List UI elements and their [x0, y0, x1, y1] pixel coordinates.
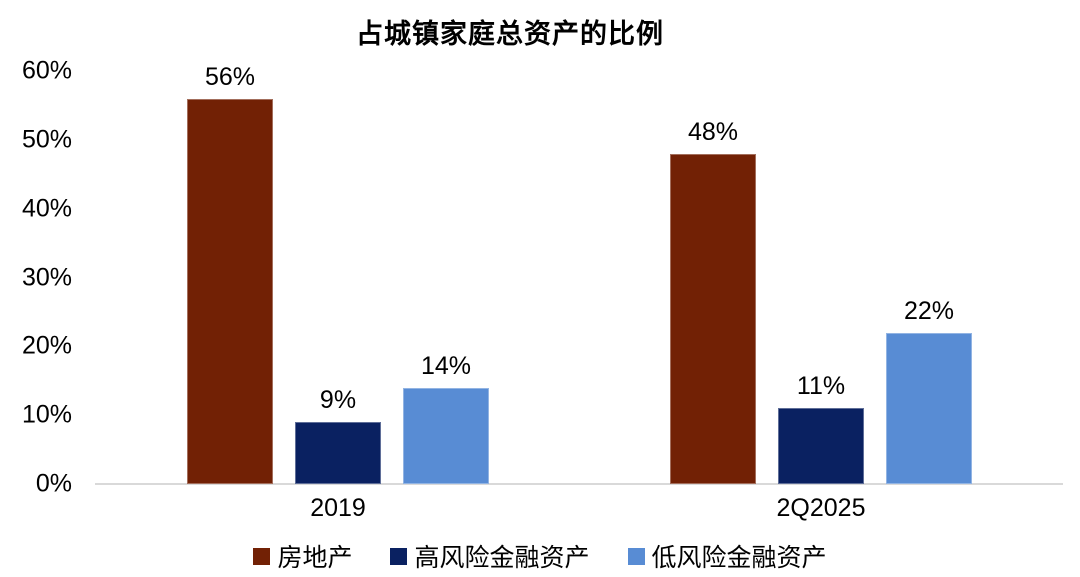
x-axis-category-label: 2019 [310, 494, 366, 522]
legend-swatch-icon [390, 547, 408, 565]
bar-value-label: 48% [687, 117, 739, 146]
y-axis-tick-label: 50% [21, 125, 72, 154]
legend-item: 房地产 [253, 538, 352, 574]
bar-group0-series1 [295, 422, 381, 484]
bar-group0-series2 [403, 387, 489, 484]
bar-value-label: 56% [204, 62, 256, 91]
legend-item: 低风险金融资产 [627, 538, 827, 574]
legend-label: 低风险金融资产 [651, 544, 827, 572]
legend-label: 高风险金融资产 [414, 544, 590, 572]
bar-group0-series0 [187, 98, 273, 484]
bar-value-label: 9% [319, 386, 357, 415]
legend-item: 高风险金融资产 [390, 538, 590, 574]
y-axis-tick-label: 40% [21, 194, 72, 223]
chart-title: 占城镇家庭总资产的比例 [356, 19, 664, 49]
y-axis-tick-label: 30% [21, 263, 72, 291]
bar-value-label: 14% [420, 351, 472, 380]
bar-group1-series0 [670, 153, 756, 484]
legend-swatch-icon [627, 547, 645, 565]
y-axis-tick-label: 60% [21, 56, 72, 85]
bar-value-label: 11% [796, 372, 846, 401]
x-axis-category-label: 2Q2025 [776, 494, 866, 522]
bar-group1-series1 [778, 408, 864, 484]
legend-swatch-icon [253, 547, 271, 565]
bar-group1-series2 [886, 332, 972, 484]
y-axis-tick-label: 20% [21, 331, 72, 360]
x-axis-line [95, 483, 1063, 485]
y-axis-tick-label: 10% [21, 400, 72, 429]
legend-label: 房地产 [277, 544, 353, 572]
chart-legend: 房地产 高风险金融资产 低风险金融资产 [0, 538, 1080, 574]
y-axis-tick-label: 0% [35, 469, 72, 498]
bar-value-label: 22% [903, 296, 955, 325]
